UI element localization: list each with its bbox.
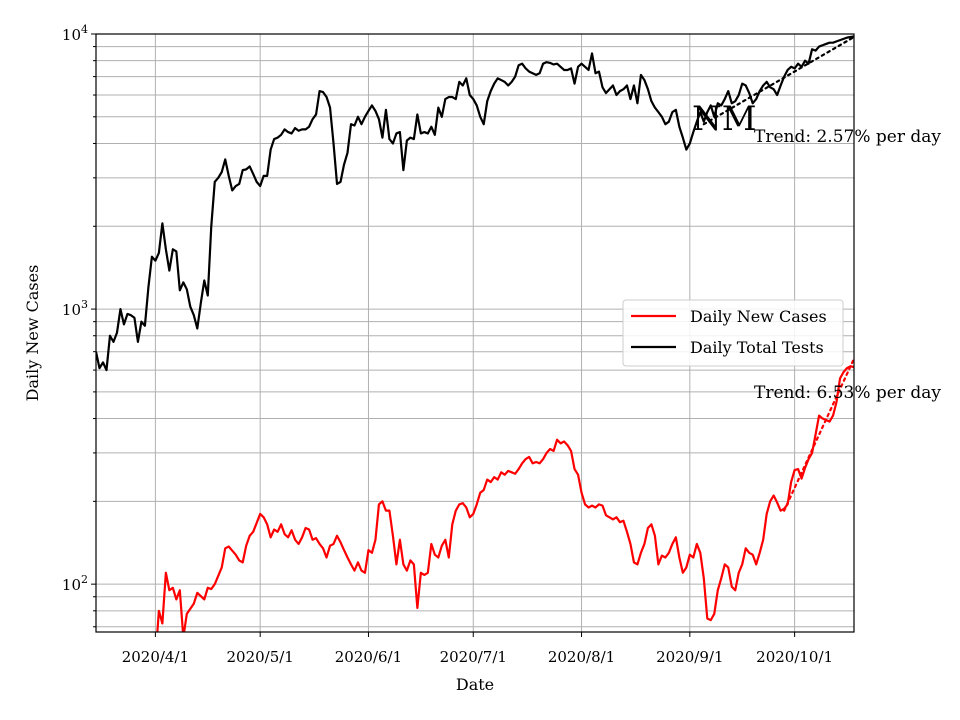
x-tick-label: 2020/5/1 [226,648,293,666]
trend-line-cases [783,357,854,512]
legend: Daily New Cases Daily Total Tests [622,299,844,367]
trend-annotation-cases: Trend: 6.53% per day [754,383,941,403]
x-tick-label: 2020/6/1 [335,648,402,666]
y-tick-label: 103 [62,298,88,319]
legend-label-tests: Daily Total Tests [690,338,824,357]
legend-label-cases: Daily New Cases [690,307,827,326]
series-layer [96,35,854,632]
x-tick-label: 2020/7/1 [440,648,507,666]
y-tick-label: 102 [62,573,88,594]
trend-annotation-tests: Trend: 2.57% per day [754,127,941,147]
series-line-daily-new-cases [156,365,854,632]
x-tick-label: 2020/10/1 [756,648,833,666]
ticks: 2020/4/1 2020/5/1 2020/6/1 2020/7/1 2020/8/1… [62,23,833,666]
plot-frame [95,33,855,633]
legend-box [622,299,844,367]
series-line-daily-total-tests [96,35,854,372]
x-tick-label: 2020/4/1 [122,648,189,666]
x-tick-label: 2020/8/1 [548,648,615,666]
y-tick-label: 104 [62,23,88,44]
y-axis-label: Daily New Cases [23,265,42,402]
stamp-label: NM [692,99,757,139]
x-tick-label: 2020/9/1 [656,648,723,666]
x-axis-label: Date [456,675,494,694]
trend-line-tests [702,35,854,126]
